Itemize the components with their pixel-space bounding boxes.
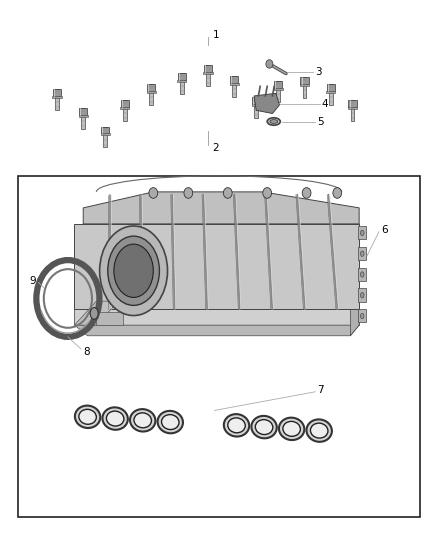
Bar — [230, 76, 238, 83]
Bar — [348, 107, 357, 109]
Text: 9: 9 — [29, 277, 36, 286]
Text: 3: 3 — [315, 67, 322, 77]
Ellipse shape — [360, 313, 364, 319]
Text: 2: 2 — [212, 143, 219, 153]
Bar — [180, 74, 184, 94]
Ellipse shape — [108, 236, 159, 305]
Text: 1: 1 — [212, 30, 219, 39]
Bar — [358, 226, 366, 239]
Bar — [121, 100, 129, 107]
Bar — [276, 82, 280, 102]
Bar — [326, 91, 335, 93]
Bar — [81, 108, 85, 128]
Bar — [18, 176, 420, 517]
Text: 5: 5 — [318, 117, 324, 126]
Polygon shape — [96, 312, 123, 325]
Circle shape — [223, 188, 232, 198]
Bar — [358, 288, 366, 302]
Bar — [53, 90, 61, 96]
Ellipse shape — [360, 251, 364, 256]
Ellipse shape — [360, 272, 364, 277]
Circle shape — [266, 60, 273, 68]
Bar — [204, 72, 212, 74]
Ellipse shape — [228, 418, 245, 433]
Polygon shape — [83, 192, 359, 224]
Ellipse shape — [130, 409, 155, 432]
Ellipse shape — [75, 406, 100, 428]
Bar — [252, 104, 261, 106]
Ellipse shape — [162, 415, 179, 430]
Bar — [358, 247, 366, 260]
Bar — [149, 84, 153, 104]
Circle shape — [184, 188, 193, 198]
Bar — [123, 100, 127, 120]
Bar — [349, 100, 357, 107]
Bar — [103, 127, 107, 147]
Bar — [351, 100, 354, 120]
Bar — [233, 76, 236, 96]
Ellipse shape — [224, 414, 249, 437]
Polygon shape — [254, 93, 279, 114]
Ellipse shape — [255, 419, 273, 434]
Polygon shape — [74, 325, 359, 336]
Circle shape — [333, 188, 342, 198]
Bar — [358, 268, 366, 281]
Bar — [147, 91, 155, 93]
Circle shape — [263, 188, 272, 198]
Bar — [101, 133, 110, 135]
Ellipse shape — [360, 293, 364, 298]
Ellipse shape — [114, 244, 153, 297]
Bar — [274, 88, 283, 90]
Bar — [178, 74, 186, 80]
Ellipse shape — [360, 230, 364, 236]
Ellipse shape — [267, 118, 280, 125]
Ellipse shape — [79, 409, 96, 424]
Ellipse shape — [279, 418, 304, 440]
Bar — [300, 77, 308, 84]
Bar — [252, 98, 260, 104]
Ellipse shape — [100, 226, 167, 316]
Ellipse shape — [270, 120, 278, 124]
Text: 7: 7 — [318, 385, 324, 395]
Bar — [53, 96, 61, 98]
Ellipse shape — [251, 416, 277, 438]
Bar — [204, 66, 212, 72]
Ellipse shape — [283, 422, 300, 437]
Bar — [79, 115, 88, 117]
Polygon shape — [74, 309, 359, 325]
Ellipse shape — [90, 308, 98, 319]
Bar — [55, 90, 59, 110]
Bar — [147, 84, 155, 91]
Text: 6: 6 — [381, 225, 388, 235]
Ellipse shape — [311, 423, 328, 438]
Bar — [329, 84, 332, 104]
Bar — [300, 84, 309, 86]
Polygon shape — [74, 301, 118, 325]
Polygon shape — [350, 224, 359, 336]
Bar — [177, 80, 186, 82]
Ellipse shape — [106, 411, 124, 426]
Ellipse shape — [134, 413, 152, 428]
Ellipse shape — [307, 419, 332, 442]
Bar — [327, 84, 335, 91]
Bar — [254, 98, 258, 118]
Bar — [358, 309, 366, 322]
Text: 8: 8 — [83, 347, 90, 357]
Bar — [274, 82, 282, 88]
Bar — [101, 127, 109, 133]
Circle shape — [149, 188, 158, 198]
Bar — [303, 77, 306, 98]
Bar — [79, 108, 87, 115]
Ellipse shape — [102, 407, 128, 430]
Bar — [230, 83, 239, 85]
Bar — [120, 107, 129, 109]
Polygon shape — [74, 224, 359, 309]
Ellipse shape — [158, 411, 183, 433]
Bar — [206, 66, 210, 86]
Circle shape — [302, 188, 311, 198]
Text: 4: 4 — [322, 99, 328, 109]
